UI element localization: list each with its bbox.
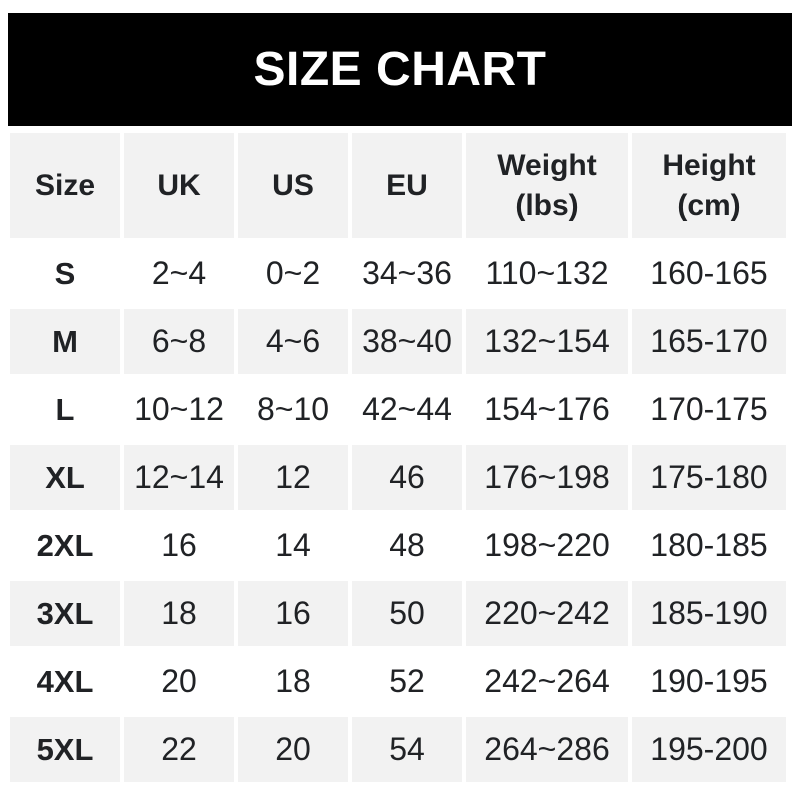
size-label-cell: 2XL (36, 527, 94, 563)
table-cell: 52 (389, 663, 425, 699)
table-cell: 170-175 (650, 391, 768, 427)
table-cell: 12~14 (124, 445, 234, 510)
table-cell: 176~198 (466, 445, 628, 510)
header-cell-uk: UK (124, 133, 234, 238)
table-cell: 242~264 (484, 663, 610, 699)
table-cell: 54 (352, 717, 462, 782)
table-cell: 34~36 (362, 255, 452, 291)
header-cell-us: US (238, 133, 348, 238)
header-label-line: Height (662, 148, 756, 182)
size-label-cell: 5XL (10, 717, 120, 782)
table-cell: 198~220 (484, 527, 610, 563)
table-cell: 42~44 (362, 391, 452, 427)
table-cell: 12 (238, 445, 348, 510)
header-label-line: EU (386, 168, 428, 202)
table-cell: 185-190 (632, 581, 786, 646)
table-cell: 220~242 (466, 581, 628, 646)
table-cell: 4~6 (238, 309, 348, 374)
size-label-cell: M (10, 309, 120, 374)
header-label-line: UK (157, 168, 201, 202)
table-cell: 20 (161, 663, 197, 699)
size-label-cell: L (55, 391, 75, 427)
table-cell: 38~40 (352, 309, 462, 374)
size-label-cell: S (54, 255, 76, 291)
table-cell: 132~154 (466, 309, 628, 374)
table-cell: 16 (161, 527, 197, 563)
header-cell-eu: EU (352, 133, 462, 238)
size-label-cell: 3XL (10, 581, 120, 646)
table-cell: 20 (238, 717, 348, 782)
table-cell: 16 (238, 581, 348, 646)
table-cell: 8~10 (256, 391, 330, 427)
table-cell: 18 (275, 663, 311, 699)
page-title: SIZE CHART (253, 43, 547, 96)
table-cell: 48 (389, 527, 425, 563)
table-cell: 154~176 (484, 391, 610, 427)
table-cell: 165-170 (632, 309, 786, 374)
table-cell: 6~8 (124, 309, 234, 374)
header-cell-size: Size (10, 133, 120, 238)
header-label-line: Size (34, 168, 96, 202)
table-cell: 0~2 (265, 255, 321, 291)
header-cell-height: Height (cm) (632, 133, 786, 238)
table-cell: 180-185 (650, 527, 768, 563)
table-cell: 14 (275, 527, 311, 563)
size-table: Size UK US EU Weight (lbs) Height (cm) S 2~4 0~2 34… (10, 133, 786, 782)
table-cell: 175-180 (632, 445, 786, 510)
header-cell-weight: Weight (lbs) (466, 133, 628, 238)
table-cell: 46 (352, 445, 462, 510)
title-banner: SIZE CHART (8, 13, 792, 126)
table-cell: 10~12 (134, 391, 224, 427)
table-cell: 50 (352, 581, 462, 646)
table-cell: 264~286 (466, 717, 628, 782)
size-label-cell: XL (10, 445, 120, 510)
table-cell: 195-200 (632, 717, 786, 782)
size-label-cell: 4XL (36, 663, 94, 699)
header-label-line: US (272, 168, 314, 202)
header-label-line: Weight (497, 148, 597, 182)
table-cell: 160-165 (650, 255, 768, 291)
header-label-line: (cm) (677, 188, 741, 222)
table-cell: 2~4 (151, 255, 207, 291)
table-cell: 18 (124, 581, 234, 646)
table-cell: 110~132 (485, 255, 609, 291)
table-cell: 190-195 (650, 663, 768, 699)
header-label-line: (lbs) (515, 188, 579, 222)
table-cell: 22 (124, 717, 234, 782)
